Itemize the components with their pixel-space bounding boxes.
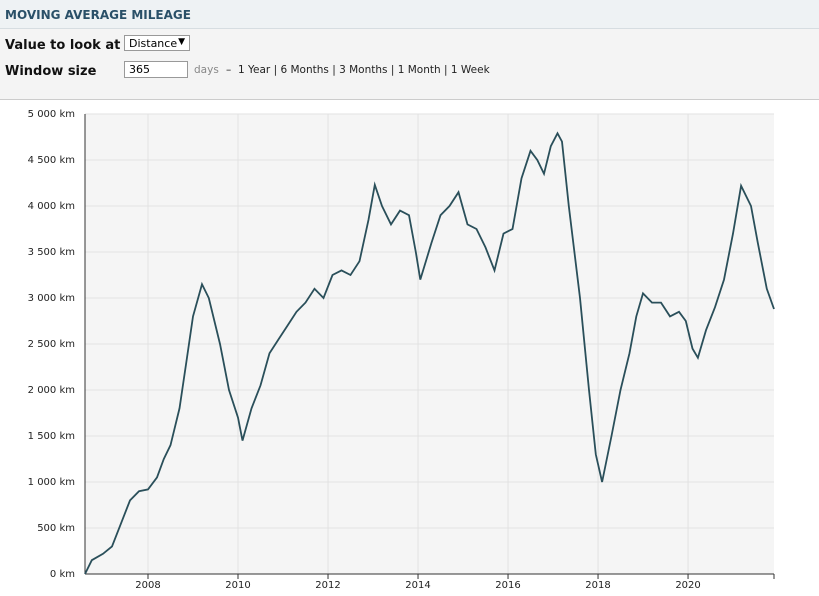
x-tick-label: 2016	[495, 580, 520, 591]
y-tick-label: 0 km	[50, 569, 75, 580]
x-tick-label: 2010	[225, 580, 250, 591]
x-tick-label: 2014	[405, 580, 430, 591]
controls: Value to look at Distance ▼ Window size 3…	[0, 29, 819, 100]
preset-link[interactable]: 3 Months	[339, 64, 388, 76]
y-tick-label: 1 500 km	[28, 431, 75, 442]
y-tick-label: 1 000 km	[28, 477, 75, 488]
preset-link[interactable]: 6 Months	[280, 64, 329, 76]
divider: |	[387, 64, 398, 76]
y-tick-label: 3 000 km	[28, 293, 75, 304]
preset-link[interactable]: 1 Year	[238, 64, 271, 76]
y-tick-label: 2 500 km	[28, 339, 75, 350]
divider: |	[328, 64, 340, 76]
option: Distance	[129, 37, 178, 50]
x-tick-label: 2008	[135, 580, 160, 591]
preset-link[interactable]: 1 Week	[450, 64, 490, 76]
title: MOVING AVERAGE MILEAGE	[5, 8, 191, 22]
x-tick-label: 2018	[585, 580, 610, 591]
divider: |	[440, 64, 451, 76]
data-line	[84, 131, 775, 575]
select[interactable]: Distance ▼	[124, 35, 190, 51]
y-tick-label: 5 000 km	[28, 109, 75, 120]
label: Value to look at	[5, 38, 121, 53]
input[interactable]: 365	[124, 61, 188, 78]
x-tick-label: 2012	[315, 580, 340, 591]
y-tick-label: 2 000 km	[28, 385, 75, 396]
x-tick-label: 2020	[675, 580, 700, 591]
divider: |	[270, 64, 281, 76]
y-tick-label: 3 500 km	[28, 247, 75, 258]
input-value: 365	[129, 63, 150, 76]
header: MOVING AVERAGE MILEAGE	[0, 0, 819, 29]
y-tick-label: 500 km	[37, 523, 75, 534]
unit: days	[194, 64, 219, 76]
label: Window size	[5, 64, 97, 79]
preset-link[interactable]: 1 Month	[397, 64, 441, 76]
y-tick-label: 4 500 km	[28, 155, 75, 166]
y-tick-label: 4 000 km	[28, 201, 75, 212]
separator: –	[226, 64, 232, 76]
presets: 1 Year | 6 Months | 3 Months | 1 Month |…	[238, 64, 490, 76]
